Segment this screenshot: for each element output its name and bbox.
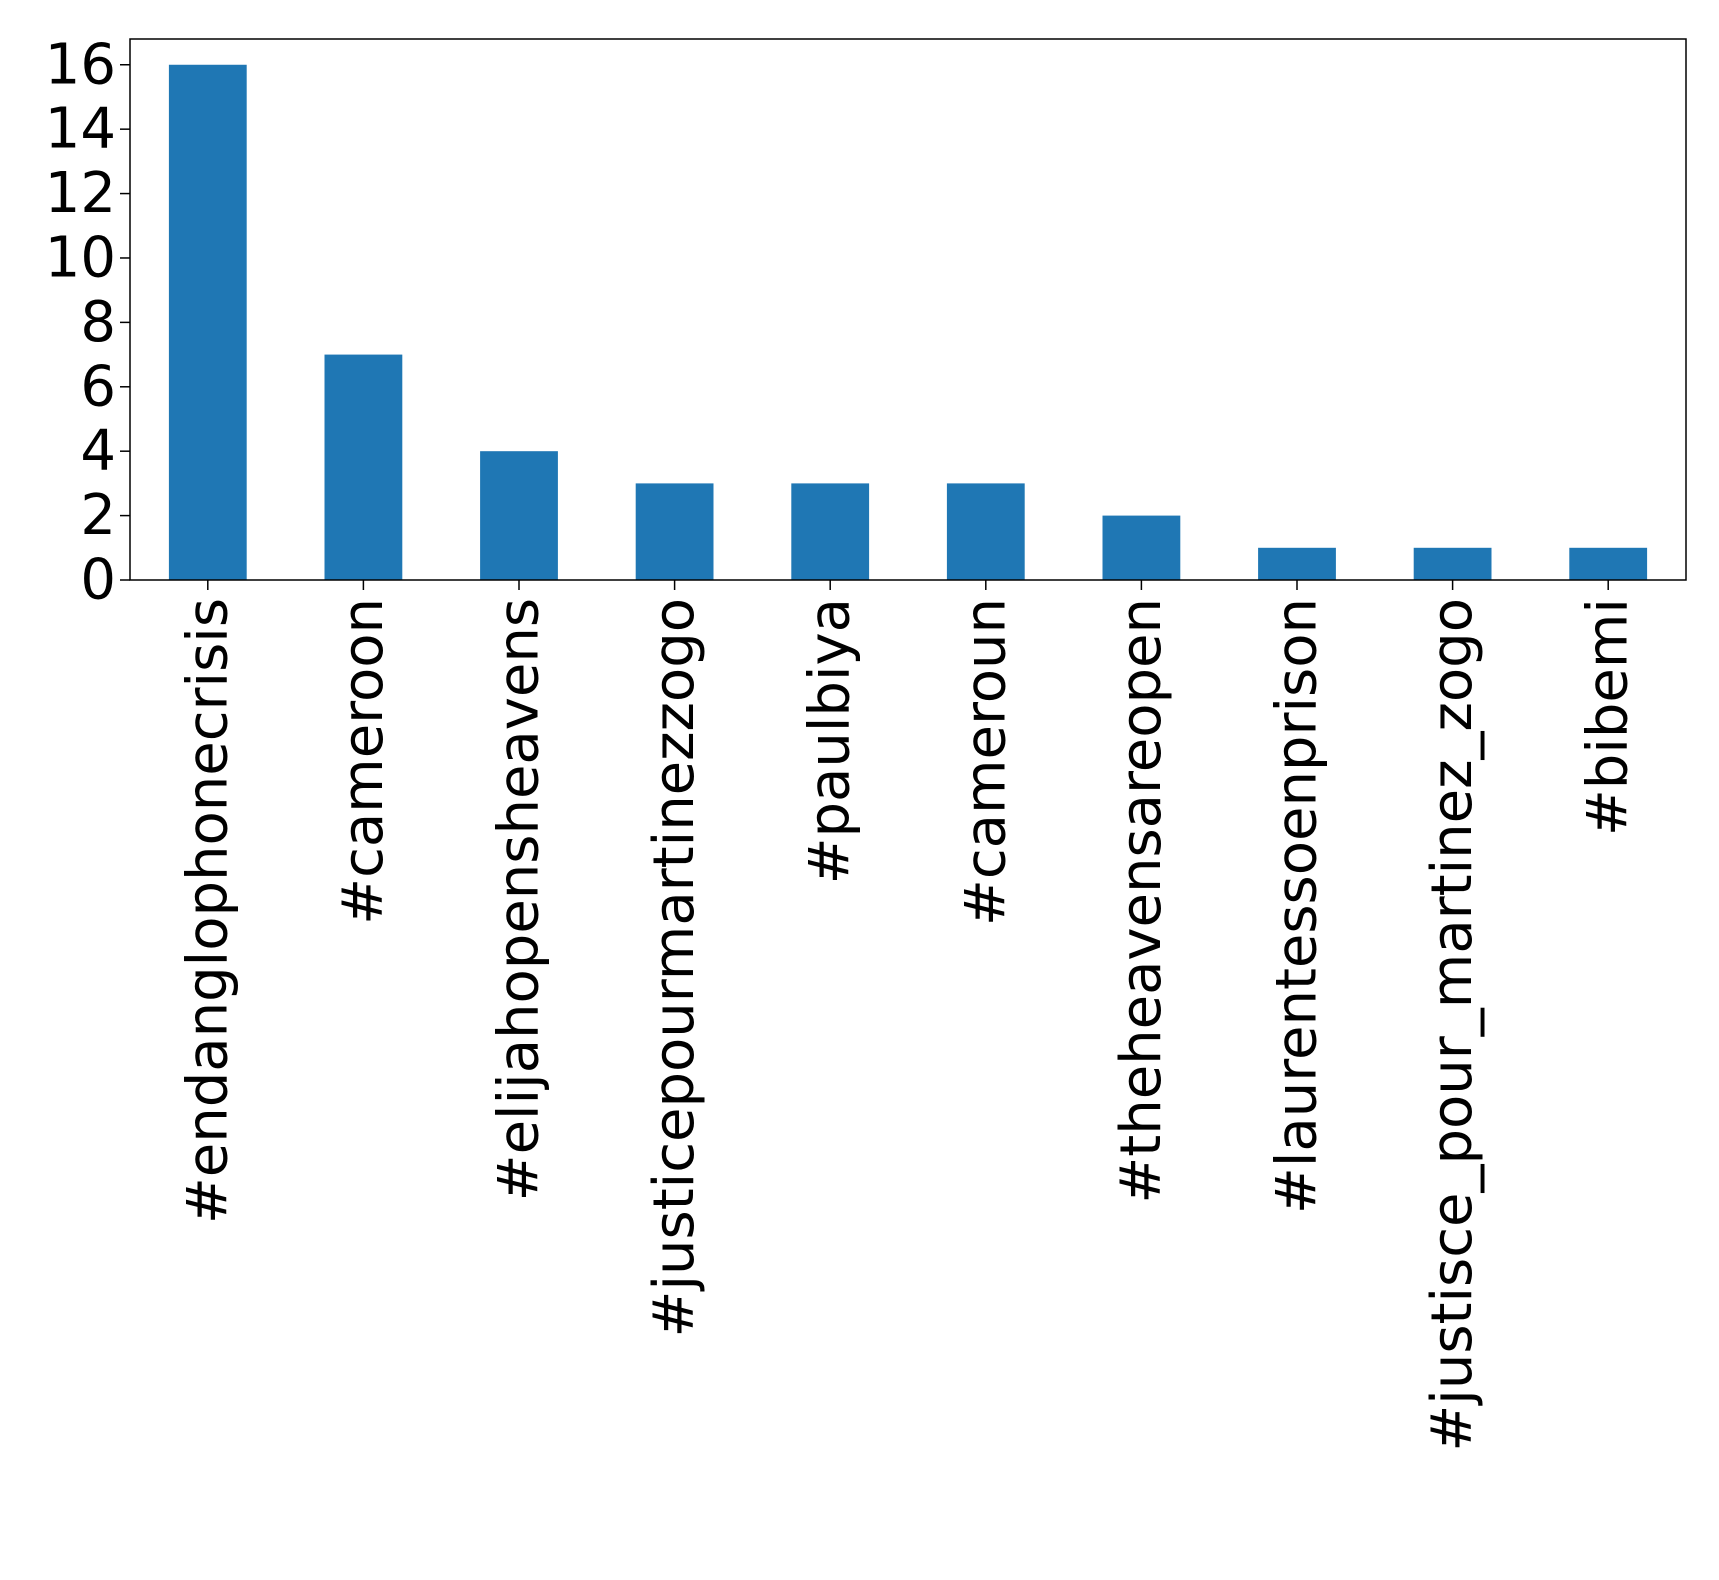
bar-4 xyxy=(791,483,870,580)
plot-frame xyxy=(129,38,1687,581)
bar-6 xyxy=(1102,515,1181,580)
bars-layer xyxy=(168,64,1648,580)
bar-3 xyxy=(635,483,714,580)
bar-8 xyxy=(1413,547,1492,580)
bar-9 xyxy=(1569,547,1648,580)
y-tick-label-0: 0 xyxy=(80,548,116,613)
x-tick-label-2: #elijahopensheavens xyxy=(487,598,552,1201)
bar-2 xyxy=(480,451,558,580)
x-tick-label-3: #justicepourmartinezzogo xyxy=(642,598,707,1337)
y-tick-label-7: 14 xyxy=(45,97,116,162)
y-tick-label-3: 6 xyxy=(80,354,116,419)
x-tick-label-5: #cameroun xyxy=(953,598,1018,926)
y-tick-label-8: 16 xyxy=(45,32,116,97)
x-tick-label-9: #bibemi xyxy=(1576,598,1641,836)
y-tick-label-6: 12 xyxy=(45,161,116,226)
bar-0 xyxy=(168,64,247,580)
x-tick-label-6: #theheavensareopen xyxy=(1109,598,1174,1204)
y-tick-label-1: 2 xyxy=(80,483,116,548)
x-tick-label-1: #cameroon xyxy=(331,598,396,925)
x-tick-label-0: #endanglophonecrisis xyxy=(175,598,240,1224)
x-tick-label-8: #justisce_pour_martinez_zogo xyxy=(1420,598,1485,1452)
x-tick-label-7: #laurentessoenprison xyxy=(1265,598,1330,1214)
bar-1 xyxy=(324,354,403,580)
y-tick-label-5: 10 xyxy=(45,225,116,290)
bar-7 xyxy=(1258,547,1336,580)
y-tick-label-2: 4 xyxy=(80,419,116,484)
x-axis: #endanglophonecrisis #cameroon #elijahopen… xyxy=(175,580,1641,1452)
y-tick-label-4: 8 xyxy=(80,290,116,355)
x-tick-label-4: #paulbiya xyxy=(798,598,863,884)
bar-5 xyxy=(946,483,1025,580)
